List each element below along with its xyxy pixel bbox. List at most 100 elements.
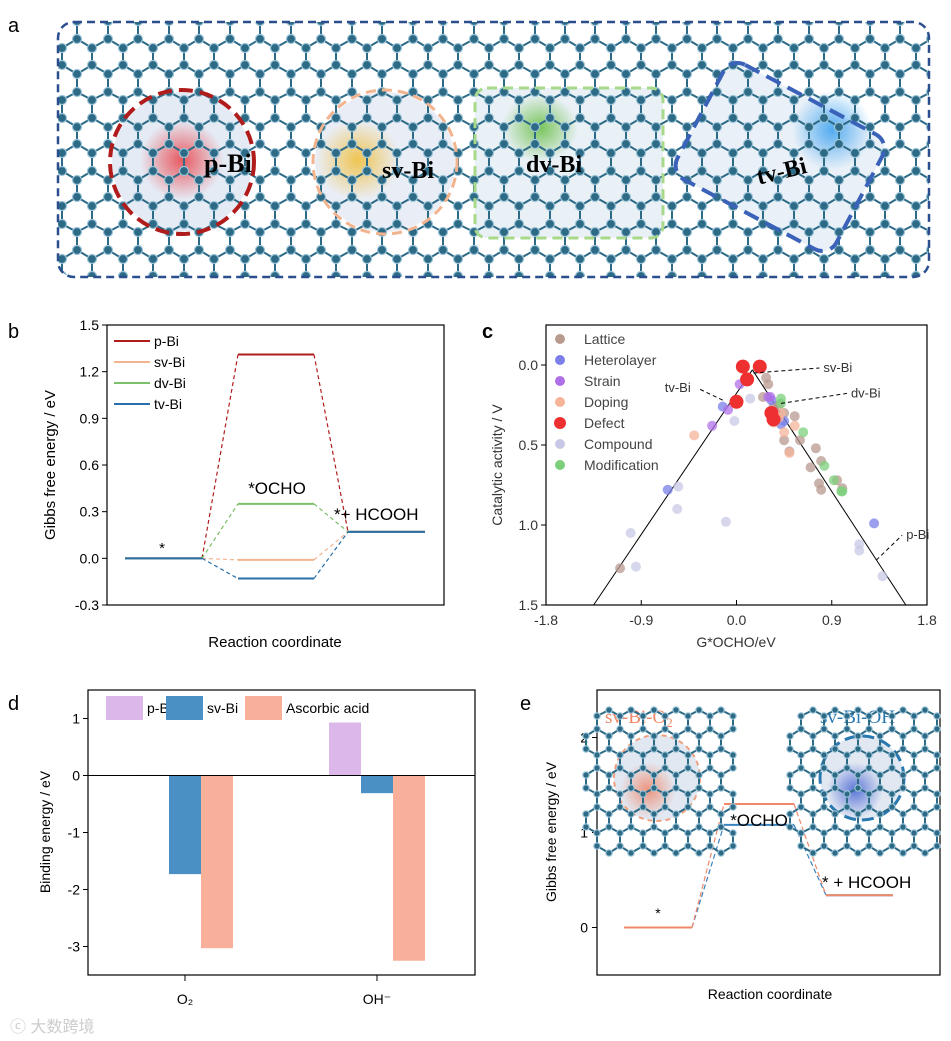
lattice-atom (627, 823, 635, 831)
lattice-atom (300, 253, 312, 265)
c-annotation-leader (875, 534, 903, 561)
lattice-bond (16, 92, 32, 100)
lattice-atom (717, 823, 725, 831)
lattice-bond (47, 303, 62, 312)
lattice-atom (854, 810, 862, 818)
lattice-atom (933, 712, 941, 720)
c-point-defect (729, 394, 744, 409)
lattice-atom (149, 8, 158, 17)
lattice-atom (193, 33, 205, 45)
lattice-atom (797, 842, 805, 850)
lattice-bond (92, 303, 108, 312)
lattice-atom (772, 68, 784, 80)
lattice-atom (788, 42, 800, 54)
lattice-atom (820, 842, 828, 850)
lattice-atom (910, 200, 922, 212)
lattice-atom (529, 226, 541, 238)
lattice-atom (820, 829, 828, 837)
b-ytick-label: -0.3 (75, 597, 99, 613)
lattice-atom (224, 33, 236, 45)
lattice-atom (529, 191, 541, 203)
lattice-atom (797, 725, 805, 733)
lattice-atom (696, 200, 708, 212)
lattice-atom (483, 42, 495, 54)
lattice-atom (866, 281, 875, 290)
lattice-atom (910, 725, 918, 733)
lattice-atom (650, 823, 658, 831)
lattice-bond (946, 197, 951, 206)
lattice-atom (193, 191, 205, 203)
lattice-atom (117, 253, 129, 265)
lattice-bond (16, 144, 32, 153)
lattice-atom (269, 112, 281, 124)
lattice-atom (605, 218, 617, 230)
lattice-bond (687, 12, 702, 21)
lattice-atom (271, 308, 280, 317)
lattice-atom (879, 200, 891, 212)
lattice-atom (910, 165, 922, 177)
c-legend-marker (555, 460, 565, 470)
lattice-atom (717, 810, 725, 818)
lattice-atom (772, 138, 784, 150)
lattice-atom (843, 712, 851, 720)
lattice-atom (879, 165, 891, 177)
lattice-atom (899, 823, 907, 831)
lattice-atom (165, 281, 174, 290)
lattice-atom (269, 147, 281, 159)
lattice-bond (413, 12, 428, 21)
lattice-atom (672, 849, 680, 857)
lattice-atom (513, 165, 525, 177)
lattice-atom (28, 114, 37, 123)
lattice-atom (269, 59, 281, 71)
lattice-atom (696, 147, 708, 159)
lattice-atom (330, 165, 342, 177)
lattice-atom (742, 68, 754, 80)
lattice-atom (437, 174, 449, 186)
lattice-atom (452, 112, 464, 124)
lattice-atom (843, 829, 851, 837)
lattice-atom (820, 764, 828, 772)
lattice-atom (332, 308, 341, 317)
lattice-atom (605, 706, 613, 714)
d-ytick-label: -1 (68, 825, 81, 841)
lattice-atom (942, 308, 951, 317)
lattice-atom (910, 253, 922, 265)
lattice-atom (833, 33, 845, 45)
lattice-atom (117, 42, 129, 54)
lattice-atom (43, 246, 52, 255)
lattice-atom (544, 59, 556, 71)
lattice-bond (626, 12, 641, 21)
lattice-bond (687, 303, 702, 312)
lattice-atom (627, 706, 635, 714)
lattice-bond (245, 12, 260, 21)
lattice-atom (668, 308, 677, 317)
lattice-atom (717, 784, 725, 792)
lattice-atom (788, 59, 800, 71)
lattice-atom (616, 842, 624, 850)
lattice-atom (788, 253, 800, 265)
lattice-atom (422, 165, 434, 177)
lattice-bond (32, 144, 47, 153)
lattice-atom (942, 167, 951, 176)
lattice-atom (757, 147, 769, 159)
lattice-atom (942, 44, 951, 53)
lattice-atom (729, 712, 737, 720)
lattice-atom (772, 121, 784, 133)
lattice-atom (797, 803, 805, 811)
lattice-atom (147, 165, 159, 177)
lattice-atom (620, 226, 632, 238)
lattice-atom (226, 299, 235, 308)
lattice-atom (86, 165, 98, 177)
lattice-bond (519, 12, 535, 21)
lattice-atom (376, 121, 388, 133)
lattice-atom (854, 745, 862, 753)
lattice-atom (132, 86, 144, 98)
lattice-atom (73, 299, 82, 308)
c-legend-label: Doping (584, 394, 628, 410)
lattice-atom (809, 810, 817, 818)
lattice-atom (910, 842, 918, 850)
b-connector-tv-Bi (313, 531, 349, 579)
lattice-atom (899, 784, 907, 792)
lattice-atom (833, 138, 845, 150)
lattice-bond (778, 12, 794, 21)
